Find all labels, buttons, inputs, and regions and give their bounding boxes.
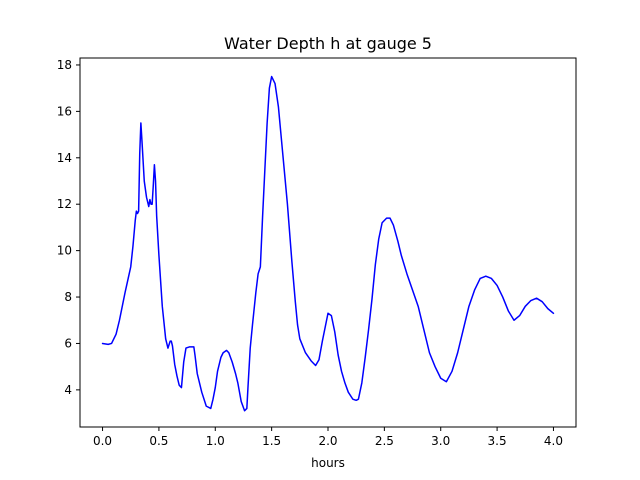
- series-line-0: [101, 75, 555, 412]
- x-tick-label: 0.0: [93, 434, 112, 448]
- x-tick-label: 0.5: [149, 434, 168, 448]
- chart-title: Water Depth h at gauge 5: [224, 34, 432, 53]
- y-tick-label: 14: [57, 151, 72, 165]
- y-tick-label: 4: [64, 383, 72, 397]
- x-tick-label: 1.0: [206, 434, 225, 448]
- y-tick-label: 10: [57, 244, 72, 258]
- x-axis-label: hours: [311, 456, 345, 470]
- y-tick-label: 18: [57, 58, 72, 72]
- y-tick-label: 12: [57, 197, 72, 211]
- x-tick-label: 2.5: [375, 434, 394, 448]
- x-axis-ticks: 0.0 0.5 1.0 1.5 2.0 2.5 3.0 3.5 4.0: [93, 427, 563, 448]
- x-tick-label: 2.0: [318, 434, 337, 448]
- y-tick-label: 6: [64, 336, 72, 350]
- plot-area: 0.0 0.5 1.0 1.5 2.0 2.5 3.0 3.5 4.0 4 6 8 10 12 14 16 1…: [57, 57, 577, 448]
- y-axis-ticks: 4 6 8 10 12 14 16 18: [57, 58, 80, 397]
- y-tick-label: 16: [57, 104, 72, 118]
- series-layer: [101, 75, 555, 412]
- x-tick-label: 1.5: [262, 434, 281, 448]
- x-tick-label: 3.5: [488, 434, 507, 448]
- x-tick-label: 3.0: [431, 434, 450, 448]
- y-tick-label: 8: [64, 290, 72, 304]
- x-tick-label: 4.0: [544, 434, 563, 448]
